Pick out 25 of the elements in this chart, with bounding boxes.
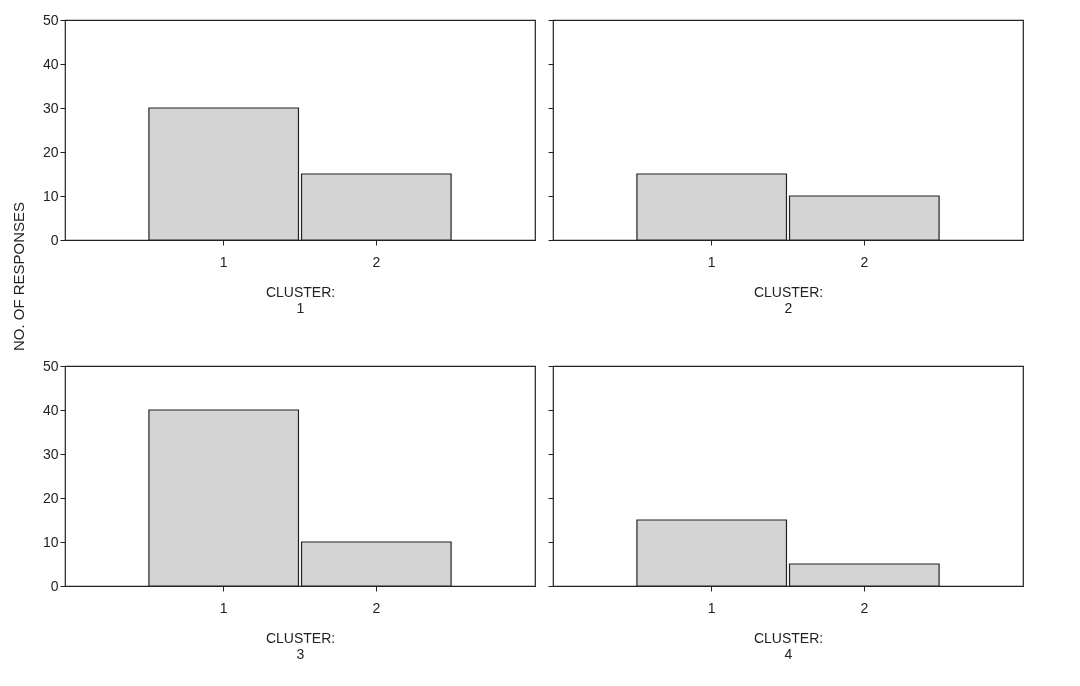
y-tick-label: 40 [42, 55, 59, 72]
y-tick-label: 10 [42, 187, 59, 204]
x-tick-label: 2 [860, 599, 869, 616]
y-tick-label: 0 [50, 231, 59, 248]
y-tick-label: 20 [42, 489, 59, 506]
x-axis-title: CLUSTER: 1 [265, 283, 336, 316]
x-axis-title: CLUSTER: 3 [265, 629, 336, 662]
y-tick-label: 40 [42, 401, 59, 418]
x-tick-label: 1 [707, 253, 716, 270]
x-axis-title: CLUSTER: 4 [753, 629, 824, 662]
y-tick-label: 0 [50, 577, 59, 594]
y-tick-label: 20 [42, 143, 59, 160]
x-tick-label: 1 [707, 599, 716, 616]
x-tick-label: 2 [372, 253, 381, 270]
x-tick-label: 2 [372, 599, 381, 616]
y-axis-title: NO. OF RESPONSES [9, 201, 27, 352]
x-tick-label: 1 [219, 253, 228, 270]
x-axis-title: CLUSTER: 2 [753, 283, 824, 316]
x-tick-label: 1 [219, 599, 228, 616]
y-tick-label: 30 [42, 445, 59, 462]
y-tick-label: 50 [42, 357, 59, 374]
y-tick-label: 10 [42, 533, 59, 550]
x-tick-label: 2 [860, 253, 869, 270]
y-tick-label: 50 [42, 11, 59, 28]
y-tick-label: 30 [42, 99, 59, 116]
